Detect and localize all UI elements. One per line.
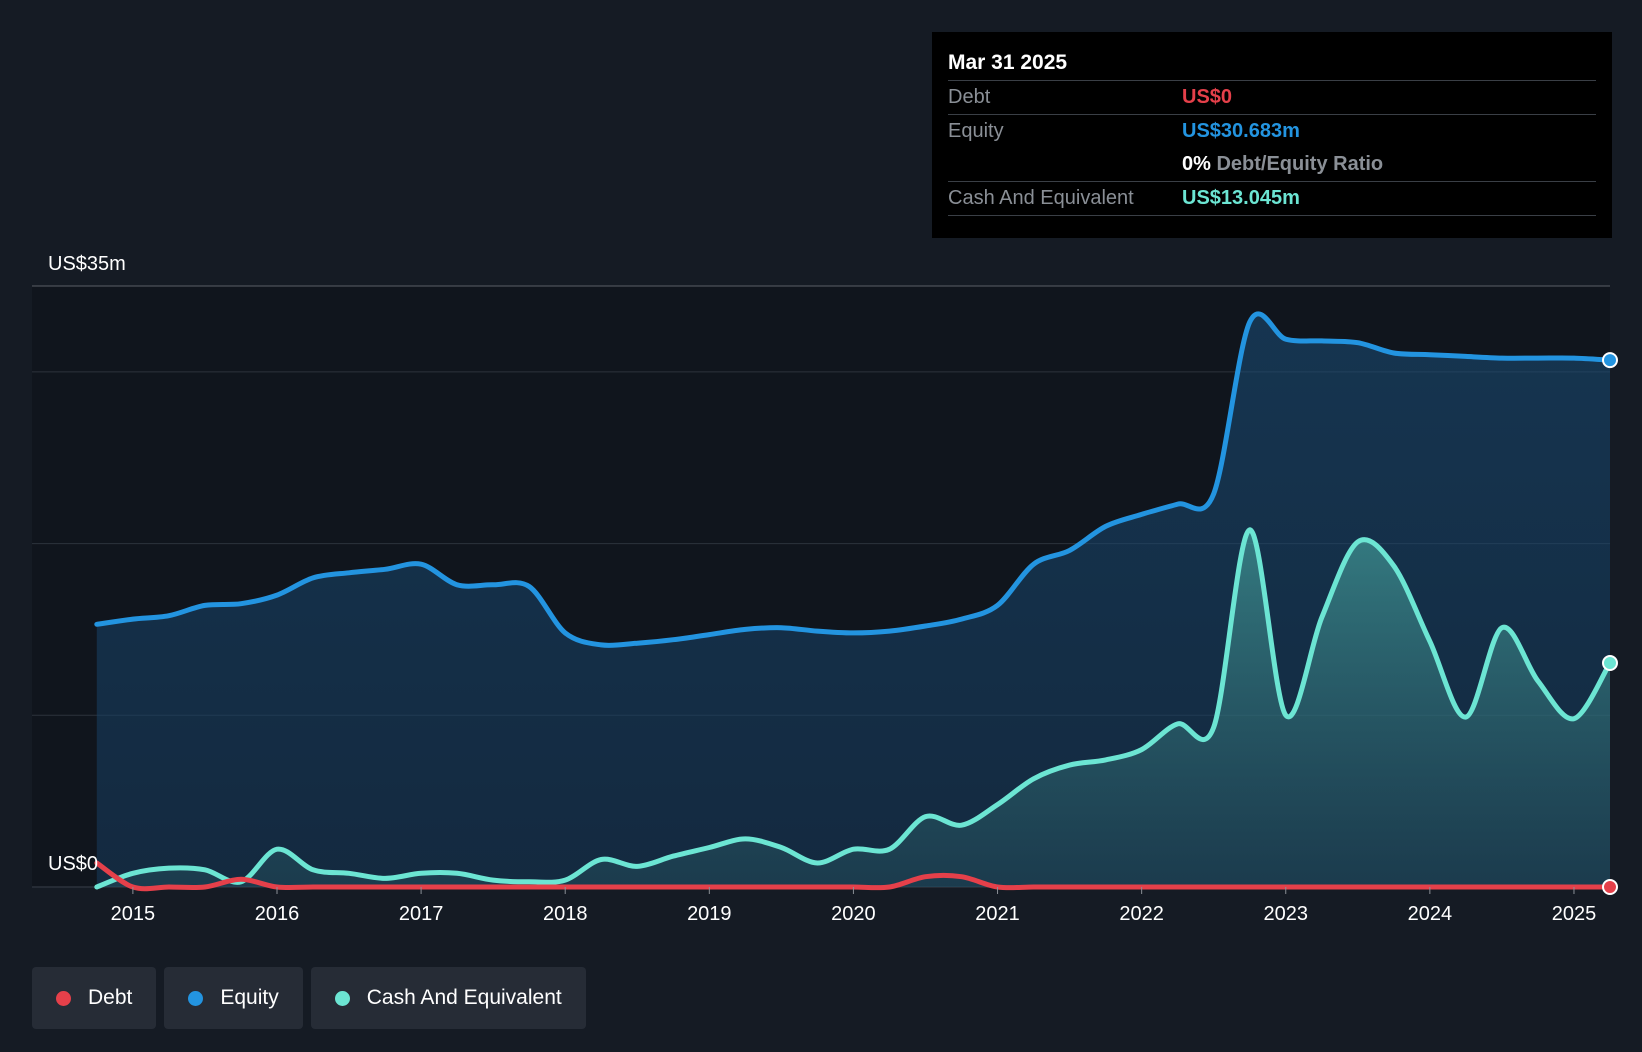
x-tick-label: 2023 bbox=[1264, 903, 1309, 925]
x-tick-label: 2015 bbox=[111, 903, 156, 925]
tooltip-debt-label: Debt bbox=[948, 86, 991, 108]
x-tick-label: 2022 bbox=[1119, 903, 1164, 925]
x-tick-label: 2021 bbox=[975, 903, 1020, 925]
tooltip-ratio-value: 0% bbox=[1182, 153, 1211, 175]
debt-dot-icon bbox=[56, 990, 71, 1006]
legend-debt-label: Debt bbox=[88, 986, 133, 1009]
x-tick-label: 2018 bbox=[543, 903, 588, 925]
cash-line bbox=[94, 527, 1613, 890]
y-axis-top-label: US$35m bbox=[48, 253, 126, 275]
equity-dot-icon bbox=[188, 990, 204, 1006]
tooltip-debt-row: Debt US$0 bbox=[948, 80, 1596, 114]
cash-dot-icon bbox=[334, 990, 350, 1006]
tooltip-ratio-label: Debt/Equity Ratio bbox=[1216, 153, 1384, 175]
y-axis-bottom-label: US$0 bbox=[48, 853, 98, 875]
tooltip-cash-row: Cash And Equivalent US$13.045m bbox=[948, 181, 1596, 216]
x-tick-label: 2017 bbox=[399, 903, 444, 925]
tooltip-cash-value: US$13.045m bbox=[1182, 187, 1300, 209]
debt-end-marker bbox=[1602, 879, 1618, 895]
tooltip-equity-row: Equity US$30.683m bbox=[948, 114, 1596, 148]
x-tick-label: 2020 bbox=[831, 903, 876, 925]
tooltip-panel: Mar 31 2025 Debt US$0 Equity US$30.683m … bbox=[932, 32, 1612, 238]
legend-equity-label: Equity bbox=[220, 986, 279, 1009]
x-tick-label: 2016 bbox=[255, 903, 300, 925]
tooltip-date: Mar 31 2025 bbox=[948, 51, 1068, 74]
x-axis-ticks: 2015 2016 2017 2018 2019 2020 2021 2022 2023 2024… bbox=[111, 887, 1597, 925]
legend-item-cash[interactable]: Cash And Equivalent bbox=[310, 967, 586, 1029]
x-tick-label: 2024 bbox=[1408, 903, 1453, 925]
x-tick-label: 2025 bbox=[1552, 903, 1597, 925]
equity-line bbox=[94, 311, 1613, 648]
tooltip-equity-label: Equity bbox=[948, 120, 1004, 142]
tooltip-equity-value: US$30.683m bbox=[1182, 120, 1300, 142]
tooltip-cash-label: Cash And Equivalent bbox=[948, 187, 1134, 209]
legend-item-debt[interactable]: Debt bbox=[32, 967, 157, 1029]
x-tick-label: 2019 bbox=[687, 903, 732, 925]
legend-cash-label: Cash And Equivalent bbox=[366, 986, 562, 1009]
tooltip-ratio-row: 0% Debt/Equity Ratio bbox=[948, 148, 1596, 181]
equity-end-marker bbox=[1602, 352, 1618, 369]
tooltip-debt-value: US$0 bbox=[1182, 86, 1233, 108]
end-markers bbox=[1602, 352, 1618, 895]
cash-end-marker bbox=[1602, 654, 1618, 671]
legend-item-equity[interactable]: Equity bbox=[164, 967, 303, 1029]
axes: US$35m US$0 bbox=[48, 253, 126, 875]
legend: Debt Equity Cash And Equivalent bbox=[32, 967, 586, 1029]
